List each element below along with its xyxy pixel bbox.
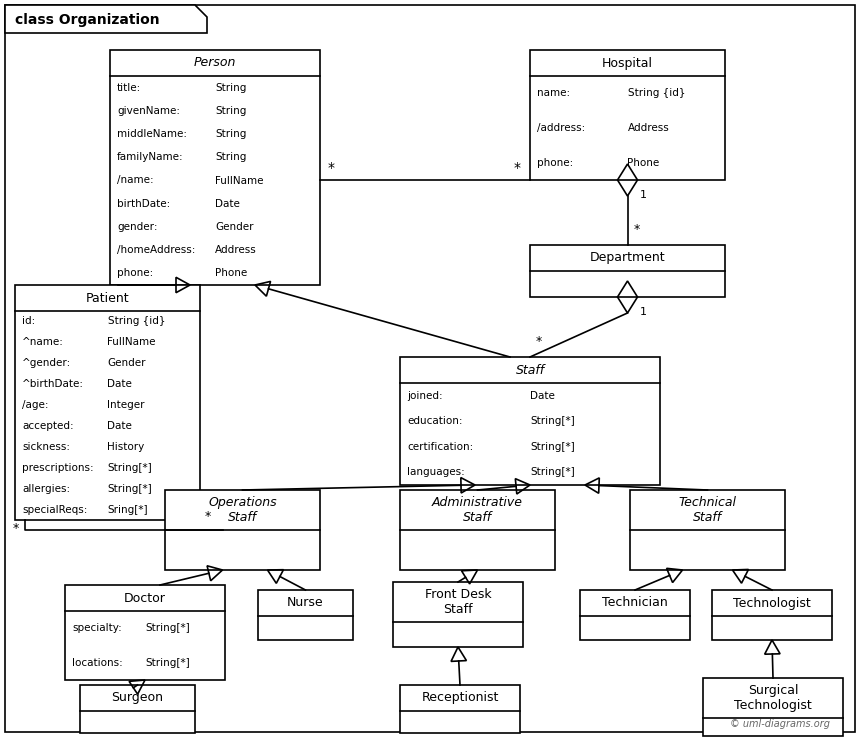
Text: sickness:: sickness: [22, 441, 70, 452]
Text: FullName: FullName [108, 338, 156, 347]
Text: *: * [205, 510, 211, 523]
Bar [165, 490, 320, 570]
Text: locations:: locations: [72, 658, 123, 668]
Text: prescriptions:: prescriptions: [22, 462, 94, 473]
Text: String[*]: String[*] [530, 468, 574, 477]
Bar [393, 582, 523, 647]
Text: givenName:: givenName: [117, 106, 180, 116]
Text: Address: Address [628, 123, 669, 133]
Bar [400, 490, 555, 570]
Text: /name:: /name: [117, 176, 154, 185]
Text: Surgical
Technologist: Surgical Technologist [734, 684, 812, 712]
Text: specialty:: specialty: [72, 623, 122, 633]
Text: ^gender:: ^gender: [22, 359, 71, 368]
Text: Phone: Phone [215, 268, 248, 279]
Bar [703, 678, 843, 736]
Bar [258, 590, 353, 640]
Text: Date: Date [108, 421, 132, 431]
Text: *: * [514, 161, 521, 175]
Text: Patient: Patient [86, 291, 129, 305]
Bar [712, 590, 832, 640]
Text: joined:: joined: [407, 391, 443, 400]
Text: Phone: Phone [628, 158, 660, 167]
Bar [15, 285, 200, 520]
Text: 1: 1 [640, 307, 647, 317]
Text: education:: education: [407, 416, 463, 427]
Text: String[*]: String[*] [530, 441, 574, 452]
Text: © uml-diagrams.org: © uml-diagrams.org [730, 719, 830, 729]
Text: middleName:: middleName: [117, 129, 187, 139]
Text: String[*]: String[*] [108, 462, 152, 473]
Text: name:: name: [537, 88, 570, 99]
Polygon shape [5, 5, 207, 33]
Text: *: * [634, 223, 640, 236]
Text: phone:: phone: [117, 268, 153, 279]
Text: Department: Department [590, 252, 666, 264]
Text: Integer: Integer [108, 400, 145, 410]
Text: Sring[*]: Sring[*] [108, 504, 148, 515]
Bar [65, 585, 225, 680]
Text: Person: Person [194, 57, 236, 69]
Text: String[*]: String[*] [145, 623, 190, 633]
Text: String {id}: String {id} [108, 317, 165, 326]
Bar [530, 245, 725, 297]
Text: Operations
Staff: Operations Staff [208, 496, 277, 524]
Text: *: * [13, 522, 19, 535]
Text: familyName:: familyName: [117, 152, 184, 162]
Text: Nurse: Nurse [287, 597, 324, 610]
Bar [530, 50, 725, 180]
Text: *: * [536, 335, 543, 348]
Text: String: String [215, 129, 246, 139]
Text: Receptionist: Receptionist [421, 692, 499, 704]
Text: Front Desk
Staff: Front Desk Staff [425, 588, 491, 616]
Text: Hospital: Hospital [602, 57, 653, 69]
Bar [400, 685, 520, 733]
Text: Date: Date [108, 379, 132, 389]
Bar [80, 685, 195, 733]
Text: Technician: Technician [602, 597, 668, 610]
Text: id:: id: [22, 317, 35, 326]
Text: Staff: Staff [515, 364, 544, 376]
Bar [580, 590, 690, 640]
Text: certification:: certification: [407, 441, 473, 452]
Text: Technical
Staff: Technical Staff [679, 496, 736, 524]
Text: gender:: gender: [117, 222, 157, 232]
Text: birthDate:: birthDate: [117, 199, 170, 208]
Text: String {id}: String {id} [628, 88, 685, 99]
Bar [630, 490, 785, 570]
Text: Surgeon: Surgeon [112, 692, 163, 704]
Text: FullName: FullName [215, 176, 263, 185]
Text: Gender: Gender [108, 359, 146, 368]
Text: languages:: languages: [407, 468, 464, 477]
Text: String[*]: String[*] [108, 483, 152, 494]
Text: specialReqs:: specialReqs: [22, 504, 88, 515]
Text: ^birthDate:: ^birthDate: [22, 379, 84, 389]
Text: /address:: /address: [537, 123, 586, 133]
Text: title:: title: [117, 83, 141, 93]
Text: allergies:: allergies: [22, 483, 71, 494]
Text: Doctor: Doctor [124, 592, 166, 604]
Text: String: String [215, 106, 246, 116]
Text: accepted:: accepted: [22, 421, 74, 431]
Text: *: * [328, 161, 335, 175]
Text: String[*]: String[*] [145, 658, 190, 668]
Text: History: History [108, 441, 144, 452]
Bar [110, 50, 320, 285]
Text: Gender: Gender [215, 222, 254, 232]
Text: Administrative
Staff: Administrative Staff [432, 496, 523, 524]
Text: Date: Date [215, 199, 240, 208]
Text: /homeAddress:: /homeAddress: [117, 245, 195, 255]
Text: Date: Date [530, 391, 555, 400]
Text: 1: 1 [640, 190, 647, 200]
Bar [400, 357, 660, 485]
Text: Technologist: Technologist [733, 597, 811, 610]
Text: Address: Address [215, 245, 257, 255]
Text: phone:: phone: [537, 158, 574, 167]
Text: String[*]: String[*] [530, 416, 574, 427]
Text: String: String [215, 83, 246, 93]
Text: /age:: /age: [22, 400, 48, 410]
Text: String: String [215, 152, 246, 162]
Text: class Organization: class Organization [15, 13, 160, 27]
Text: ^name:: ^name: [22, 338, 64, 347]
